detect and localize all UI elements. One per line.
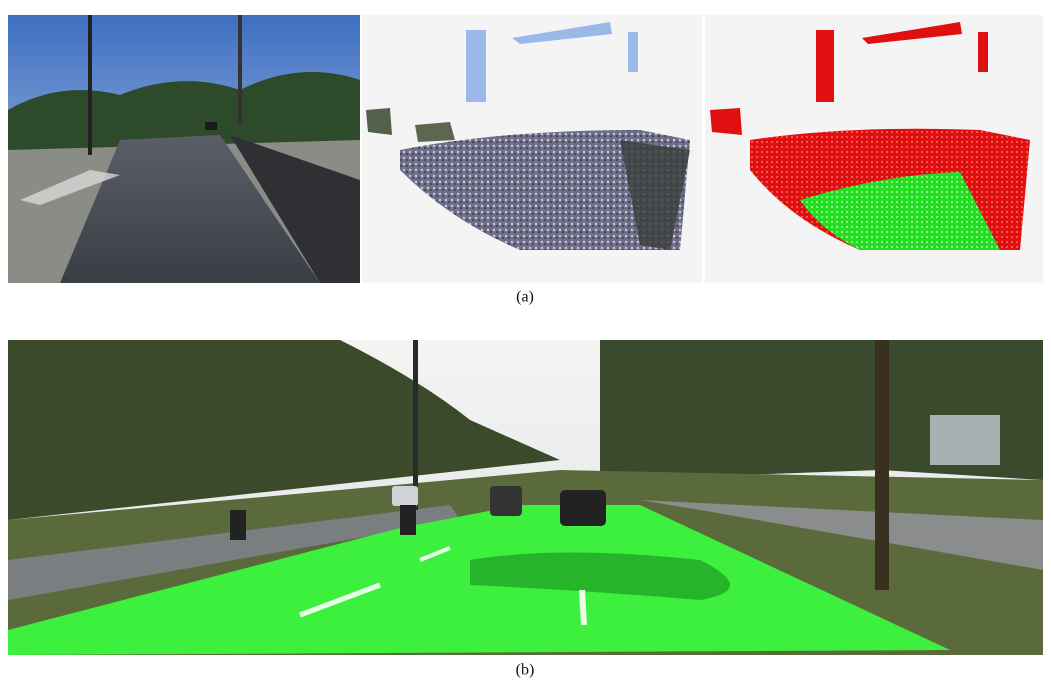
road-segmentation-image xyxy=(8,340,1043,655)
caption-a: (a) xyxy=(516,289,534,306)
segmented-cloud xyxy=(705,15,1043,283)
camera-image xyxy=(8,15,360,283)
caption-b: (b) xyxy=(516,662,535,679)
point-cloud xyxy=(362,15,702,283)
